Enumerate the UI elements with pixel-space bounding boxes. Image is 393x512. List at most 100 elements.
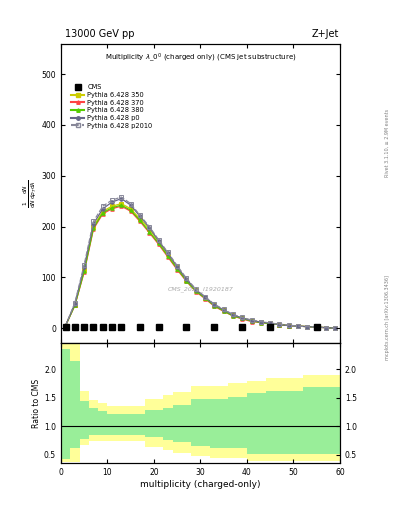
Pythia 6.428 370 [268,321,272,327]
Pythia 6.428 p0 [119,196,124,202]
CMS [268,324,272,330]
Pythia 6.428 p2010 [110,197,114,203]
Text: Multiplicity $\lambda\_0^0$ (charged only) (CMS jet substructure): Multiplicity $\lambda\_0^0$ (charged onl… [105,51,296,64]
Pythia 6.428 380 [203,295,208,301]
Pythia 6.428 380 [128,207,133,214]
Pythia 6.428 370 [82,269,86,275]
CMS [314,324,319,330]
Pythia 6.428 p2010 [333,325,338,331]
Pythia 6.428 370 [314,324,319,330]
Pythia 6.428 p2010 [314,324,319,330]
Pythia 6.428 370 [221,308,226,314]
Pythia 6.428 p0 [156,238,161,244]
Pythia 6.428 350 [82,267,86,273]
Pythia 6.428 350 [240,315,244,321]
Pythia 6.428 370 [138,218,142,224]
Pythia 6.428 350 [333,325,338,331]
CMS [82,324,86,330]
Pythia 6.428 370 [231,313,235,319]
Pythia 6.428 p0 [333,325,338,331]
Pythia 6.428 p2010 [286,322,291,328]
Pythia 6.428 350 [119,201,124,207]
Pythia 6.428 370 [147,229,152,236]
Pythia 6.428 p0 [268,320,272,326]
Pythia 6.428 380 [268,321,272,327]
Pythia 6.428 370 [101,211,105,217]
Pythia 6.428 350 [221,307,226,313]
Pythia 6.428 350 [305,324,310,330]
Pythia 6.428 p0 [240,315,244,321]
Pythia 6.428 p2010 [268,320,272,326]
Text: Z+Jet: Z+Jet [311,29,339,39]
Pythia 6.428 370 [128,208,133,215]
Pythia 6.428 p0 [231,312,235,318]
X-axis label: multiplicity (charged-only): multiplicity (charged-only) [140,480,261,489]
Pythia 6.428 p0 [175,264,180,270]
Text: Rivet 3.1.10, ≥ 2.9M events: Rivet 3.1.10, ≥ 2.9M events [385,109,390,178]
Pythia 6.428 380 [175,266,180,272]
Pythia 6.428 370 [193,288,198,294]
Pythia 6.428 380 [119,202,124,208]
Pythia 6.428 350 [249,317,254,324]
Pythia 6.428 370 [305,324,310,330]
Pythia 6.428 p0 [221,307,226,313]
Pythia 6.428 380 [156,240,161,246]
Pythia 6.428 p2010 [240,314,244,321]
Pythia 6.428 350 [184,277,189,283]
Pythia 6.428 350 [231,312,235,318]
Pythia 6.428 p2010 [147,223,152,229]
Pythia 6.428 370 [175,267,180,273]
Pythia 6.428 p0 [324,325,329,331]
Legend: CMS, Pythia 6.428 350, Pythia 6.428 370, Pythia 6.428 380, Pythia 6.428 p0, Pyth: CMS, Pythia 6.428 350, Pythia 6.428 370,… [70,83,154,130]
CMS [156,324,161,330]
Pythia 6.428 370 [333,325,338,331]
Pythia 6.428 p2010 [119,194,124,200]
Pythia 6.428 350 [259,319,263,325]
Pythia 6.428 370 [240,316,244,322]
Line: Pythia 6.428 370: Pythia 6.428 370 [64,204,337,330]
Pythia 6.428 380 [73,302,77,308]
Pythia 6.428 350 [286,323,291,329]
Pythia 6.428 350 [138,216,142,222]
Pythia 6.428 350 [277,322,282,328]
Pythia 6.428 370 [73,302,77,308]
Pythia 6.428 p0 [203,294,208,300]
Pythia 6.428 p2010 [212,301,217,307]
Pythia 6.428 350 [91,223,96,229]
Pythia 6.428 p2010 [277,321,282,327]
Pythia 6.428 380 [82,268,86,274]
Text: CMS_2021_I1920187: CMS_2021_I1920187 [167,287,233,292]
Pythia 6.428 350 [175,264,180,270]
Pythia 6.428 380 [193,288,198,294]
Pythia 6.428 380 [221,308,226,314]
Pythia 6.428 p2010 [259,318,263,325]
CMS [138,324,142,330]
Pythia 6.428 p0 [165,250,170,257]
Pythia 6.428 380 [240,315,244,322]
Pythia 6.428 p2010 [138,212,142,219]
Pythia 6.428 380 [324,325,329,331]
Pythia 6.428 p0 [63,323,68,329]
Pythia 6.428 350 [193,287,198,293]
Pythia 6.428 p2010 [231,311,235,317]
CMS [184,324,189,330]
Pythia 6.428 p2010 [101,203,105,209]
Pythia 6.428 p0 [193,286,198,292]
Pythia 6.428 370 [156,241,161,247]
Pythia 6.428 p0 [147,224,152,230]
Pythia 6.428 p0 [138,214,142,220]
Pythia 6.428 370 [324,325,329,331]
Pythia 6.428 380 [314,324,319,330]
Pythia 6.428 p0 [110,199,114,205]
CMS [73,324,77,330]
Pythia 6.428 p2010 [221,306,226,312]
Pythia 6.428 350 [203,294,208,301]
Pythia 6.428 p2010 [63,323,68,329]
Pythia 6.428 p2010 [73,300,77,306]
Pythia 6.428 380 [305,324,310,330]
Line: Pythia 6.428 p0: Pythia 6.428 p0 [64,197,337,330]
Pythia 6.428 350 [156,239,161,245]
Pythia 6.428 p2010 [91,218,96,224]
CMS [119,324,124,330]
Pythia 6.428 p0 [314,324,319,330]
